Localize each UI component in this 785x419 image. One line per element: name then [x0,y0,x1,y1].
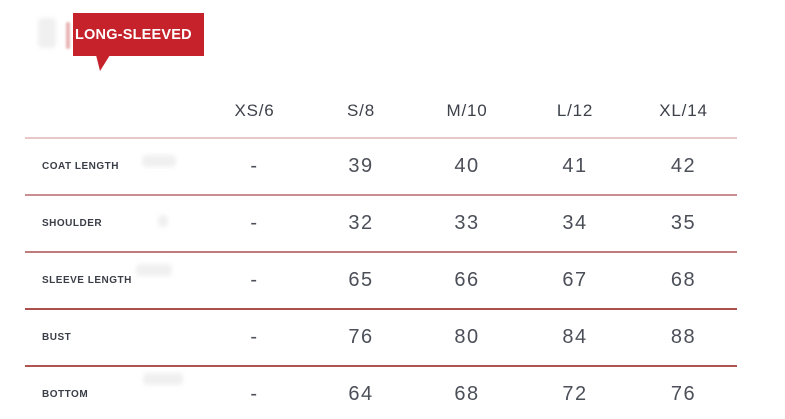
column-header-l12: L/12 [556,101,594,120]
shoulder-xs6-value: - [250,212,259,234]
shoulder-l12-value: 34 [562,212,588,234]
sleeve-length-m10-value: 66 [454,269,480,291]
sleeve-length-xl14-value: 68 [670,269,697,291]
coat-length-s8-value: 39 [348,155,374,177]
table-header-row: XS/6 S/8 M/10 L/12 XL/14 [25,85,737,139]
badge-label: LONG-SLEEVED [75,26,192,43]
bust-m10-value: 80 [454,326,480,348]
shoulder-xl14-value: 35 [670,212,697,234]
sleeve-length-l12-value: 67 [562,269,588,291]
bust-xl14-value: 88 [670,326,697,348]
coat-length-xl14-value: 42 [670,155,697,177]
coat-length-xs6-value: - [250,155,259,177]
faint-watermark [66,22,70,49]
column-header-xl14: XL/14 [659,101,708,120]
shoulder-m10-value: 33 [454,212,480,234]
bottom-xl14-value: 76 [670,383,697,405]
table-row-bust: BUST - 76 80 84 88 [25,310,737,367]
long-sleeved-badge: LONG-SLEEVED [73,13,204,71]
size-table: XS/6 S/8 M/10 L/12 XL/14 COAT LENGTH - 3… [25,85,737,419]
bust-l12-value: 84 [562,326,588,348]
table-row-bottom: BOTTOM - 64 68 72 76 [25,367,737,419]
bust-s8-value: 76 [348,326,374,348]
sleeve-length-xs6-value: - [250,269,259,291]
table-row-sleeve-length: SLEEVE LENGTH - 65 66 67 68 [25,253,737,310]
sleeve-length-s8-value: 65 [348,269,374,291]
bottom-m10-value: 68 [454,383,480,405]
shoulder-s8-value: 32 [348,212,374,234]
row-label-coat-length: COAT LENGTH [42,161,119,172]
bottom-xs6-value: - [250,383,259,405]
row-label-sleeve-length: SLEEVE LENGTH [42,275,132,286]
column-header-xs6: XS/6 [234,101,275,120]
column-header-s8: S/8 [347,101,375,120]
table-row-shoulder: SHOULDER - 32 33 34 35 [25,196,737,253]
bottom-s8-value: 64 [348,383,374,405]
row-label-bust: BUST [42,332,72,343]
column-header-m10: M/10 [446,101,488,120]
bust-xs6-value: - [250,326,259,348]
coat-length-m10-value: 40 [454,155,480,177]
table-row-coat-length: COAT LENGTH - 39 40 41 42 [25,139,737,196]
bottom-l12-value: 72 [562,383,588,405]
coat-length-l12-value: 41 [562,155,588,177]
speech-bubble-pointer-icon [96,55,110,71]
row-label-bottom: BOTTOM [42,389,89,400]
faint-watermark [38,18,56,48]
row-label-shoulder: SHOULDER [42,218,103,229]
